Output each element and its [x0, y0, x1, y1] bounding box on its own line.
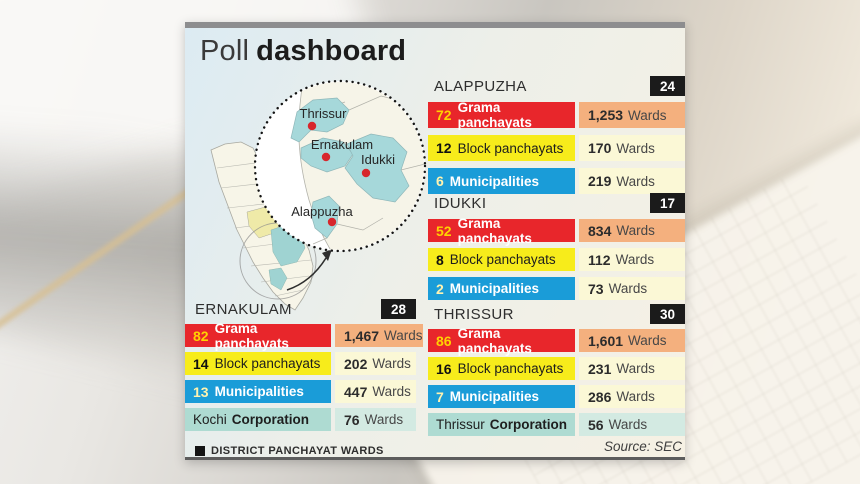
table-row-municipality: 6 Municipalities 219 Wards	[428, 168, 685, 194]
table-row-municipality: 7 Municipalities 286 Wards	[428, 385, 685, 408]
district-panchayat-wards-badge: 30	[650, 304, 685, 324]
table-row-block: 16 Block panchayats 231 Wards	[428, 357, 685, 380]
row-wards-cell: 834 Wards	[579, 219, 685, 242]
map-dot-thrissur	[307, 121, 317, 131]
row-label-cell: 16 Block panchayats	[428, 357, 575, 380]
row-wards-cell: 1,601 Wards	[579, 329, 685, 352]
card-top-bar	[185, 22, 685, 28]
map-district-teal-small	[268, 267, 288, 291]
map-district-alappuzha	[310, 195, 340, 239]
map-district-idukki	[344, 133, 410, 203]
table-row-corporation: Kochi Corporation 76 Wards	[185, 408, 416, 431]
title-bold: dashboard	[256, 35, 407, 67]
district-name: THRISSUR	[434, 305, 514, 323]
row-label-cell: 14 Block panchayats	[185, 352, 331, 375]
map-label-alappuzha: Alappuzha	[291, 204, 353, 219]
zoom-arrow-icon	[286, 249, 332, 291]
kerala-map: Thrissur Ernakulam Idukki Alappuzha	[210, 79, 427, 311]
map-label-ernakulam: Ernakulam	[311, 137, 373, 152]
district-block-ernakulam: ERNAKULAM 28 82 Grama panchayats 1,467 War…	[185, 299, 423, 431]
district-name: ALAPPUZHA	[434, 77, 527, 95]
district-name: ERNAKULAM	[195, 300, 292, 318]
legend-label: DISTRICT PANCHAYAT WARDS	[211, 445, 384, 457]
row-wards-cell: 447 Wards	[335, 380, 416, 403]
map-dot-alappuzha	[327, 217, 337, 227]
row-label-cell: 7 Municipalities	[428, 385, 575, 408]
legend: DISTRICT PANCHAYAT WARDS	[195, 445, 384, 457]
district-header: ALAPPUZHA 24	[428, 76, 685, 96]
district-name: IDUKKI	[434, 194, 487, 212]
table-row-block: 12 Block panchayats 170 Wards	[428, 135, 685, 161]
table-row-municipality: 2 Municipalities 73 Wards	[428, 277, 685, 300]
row-wards-cell: 112 Wards	[579, 248, 685, 271]
district-block-alappuzha: ALAPPUZHA 24 72 Grama panchayats 1,253 War…	[428, 76, 685, 194]
row-label-cell: 6 Municipalities	[428, 168, 575, 194]
district-block-thrissur: THRISSUR 30 86 Grama panchayats 1,601 Ward…	[428, 304, 685, 436]
map-district-thrissur	[290, 97, 350, 143]
row-label-cell: Thrissur Corporation	[428, 413, 575, 436]
row-label-cell: 82 Grama panchayats	[185, 321, 331, 351]
map-inset-dotted-border	[253, 79, 427, 253]
title-light: Poll	[200, 35, 250, 67]
kerala-state-outline-map	[210, 141, 317, 311]
district-header: ERNAKULAM 28	[185, 299, 416, 319]
row-label-cell: 52 Grama panchayats	[428, 216, 575, 246]
row-wards-cell: 202 Wards	[335, 352, 416, 375]
table-row-grama: 52 Grama panchayats 834 Wards	[428, 216, 685, 246]
row-label-cell: 8 Block panchayats	[428, 248, 575, 271]
district-panchayat-wards-badge: 28	[381, 299, 416, 319]
map-inset-circle: Thrissur Ernakulam Idukki Alappuzha	[253, 79, 427, 253]
row-label-cell: 13 Municipalities	[185, 380, 331, 403]
map-label-idukki: Idukki	[361, 152, 395, 167]
page-title: Poll dashboard	[200, 35, 406, 68]
row-wards-cell: 219 Wards	[579, 168, 685, 194]
row-label-cell: 2 Municipalities	[428, 277, 575, 300]
row-label-cell: 86 Grama panchayats	[428, 326, 575, 356]
row-wards-cell: 56 Wards	[579, 413, 685, 436]
row-label-cell: 12 Block panchayats	[428, 135, 575, 161]
table-row-grama: 72 Grama panchayats 1,253 Wards	[428, 100, 685, 130]
row-wards-cell: 170 Wards	[579, 135, 685, 161]
row-label-cell: Kochi Corporation	[185, 408, 331, 431]
district-header: THRISSUR 30	[428, 304, 685, 324]
poll-dashboard-card: Poll dashboard	[185, 22, 685, 460]
district-header: IDUKKI 17	[428, 193, 685, 213]
row-wards-cell: 286 Wards	[579, 385, 685, 408]
row-label-cell: 72 Grama panchayats	[428, 100, 575, 130]
table-row-grama: 82 Grama panchayats 1,467 Wards	[185, 321, 423, 351]
row-wards-cell: 73 Wards	[579, 277, 685, 300]
source-credit: Source: SEC	[603, 439, 682, 454]
district-panchayat-wards-badge: 24	[650, 76, 685, 96]
table-row-block: 14 Block panchayats 202 Wards	[185, 352, 416, 375]
row-wards-cell: 231 Wards	[579, 357, 685, 380]
district-panchayat-wards-badge: 17	[650, 193, 685, 213]
table-row-municipality: 13 Municipalities 447 Wards	[185, 380, 416, 403]
row-wards-cell: 76 Wards	[335, 408, 416, 431]
row-wards-cell: 1,253 Wards	[579, 102, 685, 128]
legend-black-square-icon	[195, 446, 205, 456]
table-row-block: 8 Block panchayats 112 Wards	[428, 248, 685, 271]
map-label-thrissur: Thrissur	[300, 106, 348, 121]
table-row-corporation: Thrissur Corporation 56 Wards	[428, 413, 685, 436]
map-dot-idukki	[361, 168, 371, 178]
row-wards-cell: 1,467 Wards	[335, 324, 423, 347]
table-row-grama: 86 Grama panchayats 1,601 Wards	[428, 326, 685, 356]
map-dot-ernakulam	[321, 152, 331, 162]
